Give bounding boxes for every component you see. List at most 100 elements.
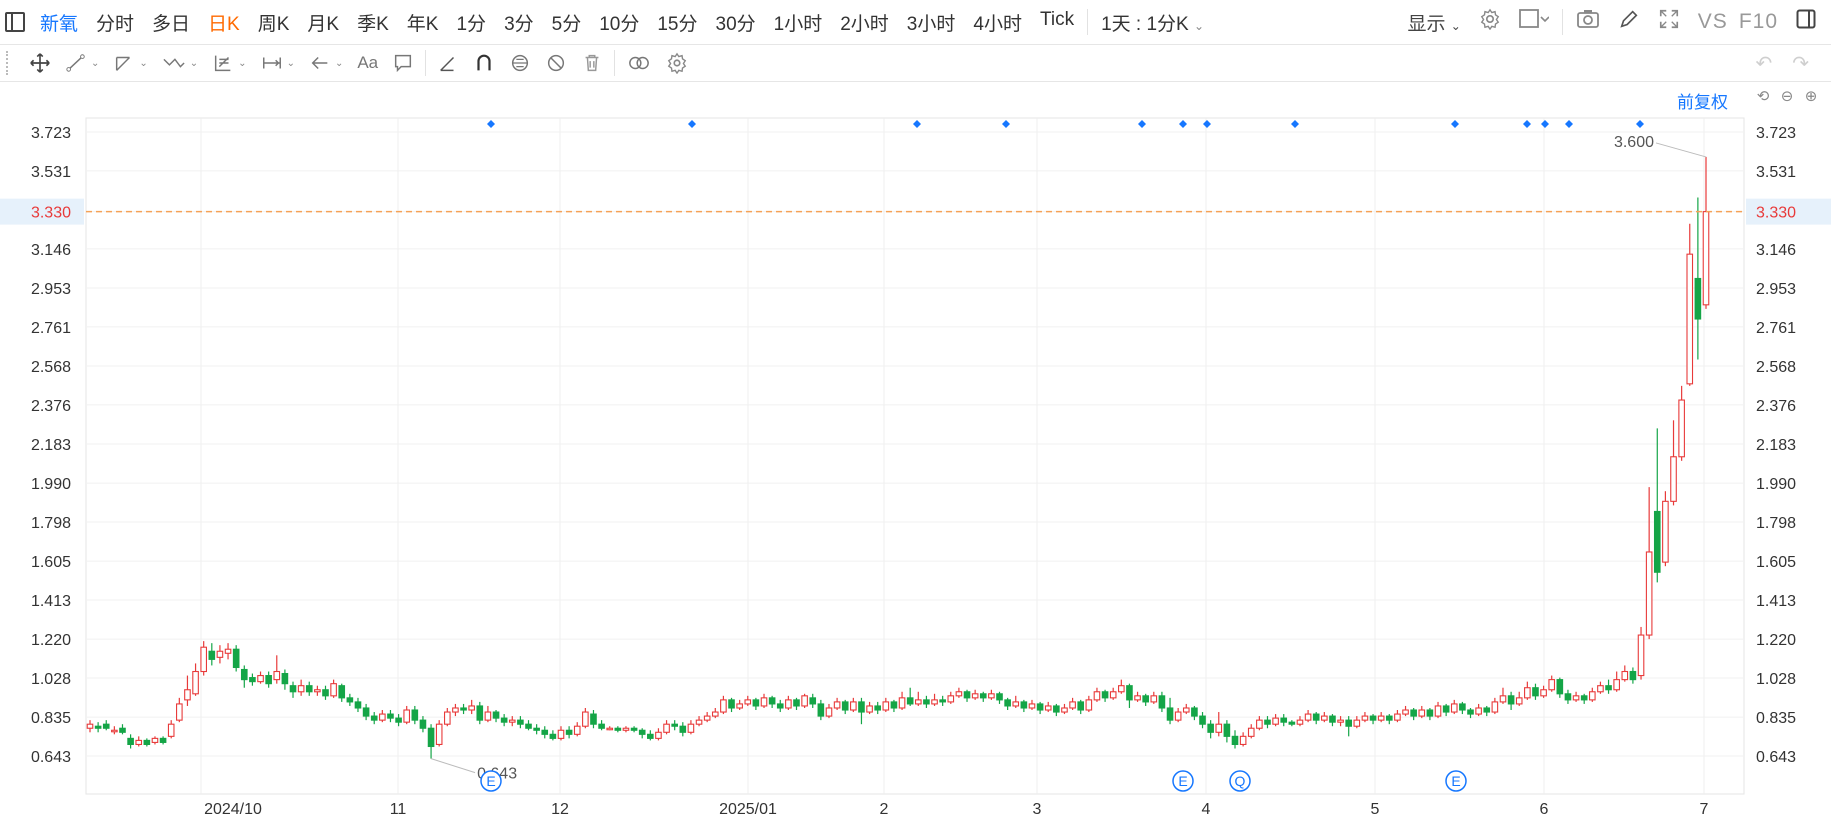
- layout-icon[interactable]: [1518, 8, 1550, 36]
- candle: [695, 716, 703, 727]
- candle-body: [1605, 685, 1612, 691]
- candle-body: [411, 709, 419, 721]
- candle-body: [362, 707, 370, 717]
- hide-drawings-icon[interactable]: [545, 52, 567, 74]
- pencil-icon[interactable]: [1618, 8, 1640, 36]
- period-tab[interactable]: 10分: [599, 13, 640, 35]
- candle-body: [370, 715, 378, 721]
- candle-body: [850, 701, 857, 711]
- candle-body: [1653, 510, 1661, 573]
- period-tab[interactable]: 5分: [551, 13, 582, 35]
- candle-body: [1580, 695, 1588, 701]
- period-tab[interactable]: 15分: [657, 13, 698, 35]
- period-tab[interactable]: 分时: [96, 13, 135, 35]
- period-tab[interactable]: Tick: [1039, 8, 1075, 30]
- interval-selector[interactable]: 1天 : 1分K ⌄: [1101, 13, 1205, 35]
- candle-body: [102, 723, 110, 729]
- candle: [1028, 699, 1036, 711]
- period-tab[interactable]: 月K: [307, 13, 340, 35]
- period-tab[interactable]: 周K: [257, 13, 290, 35]
- candle-body: [1507, 695, 1515, 705]
- camera-icon[interactable]: [1576, 8, 1600, 36]
- candle-body: [1402, 709, 1409, 715]
- event-diamond-marker: [487, 120, 495, 128]
- candle-body: [606, 727, 614, 731]
- vs-compare-button[interactable]: VS: [1697, 10, 1728, 33]
- event-diamond-marker: [1523, 120, 1531, 128]
- candle: [1385, 714, 1393, 725]
- f10-button[interactable]: F10: [1738, 10, 1778, 33]
- zoom-in-icon[interactable]: ⊕: [1804, 88, 1818, 105]
- candle: [1150, 691, 1158, 704]
- candlestick-chart[interactable]: 3.723 3.531 3.330 3.146 2.953 2.761 2.568 2.376…: [0, 82, 1831, 828]
- period-tab[interactable]: 2小时: [840, 13, 889, 35]
- candle: [1442, 703, 1450, 717]
- period-tab[interactable]: 日K: [208, 13, 240, 35]
- candle: [1239, 732, 1247, 747]
- candle: [1191, 705, 1198, 721]
- settings-icon[interactable]: [666, 52, 688, 74]
- trend-line-icon[interactable]: ⌄: [65, 52, 99, 74]
- candle: [687, 720, 695, 735]
- period-tab[interactable]: 多日: [152, 13, 191, 35]
- fullscreen-icon[interactable]: [1658, 8, 1680, 36]
- reset-icon[interactable]: ⟲: [1756, 88, 1770, 105]
- stock-name[interactable]: 新氧: [40, 13, 79, 35]
- compare-icon[interactable]: [626, 52, 652, 74]
- candle: [1572, 691, 1580, 702]
- candle-body: [1223, 723, 1231, 737]
- delete-icon[interactable]: [581, 52, 603, 74]
- event-marker: E: [1172, 770, 1194, 792]
- price-tick-label: 1.990: [31, 476, 71, 493]
- lock-drawings-icon[interactable]: [509, 52, 531, 74]
- time-tick-label: 3: [1033, 801, 1042, 818]
- period-tab[interactable]: 3小时: [906, 13, 956, 35]
- zoom-out-icon[interactable]: ⊖: [1780, 88, 1794, 105]
- undo-icon[interactable]: ↶: [1755, 52, 1773, 75]
- adjust-mode-selector[interactable]: 前复权: [1677, 93, 1728, 112]
- time-axis: 2024/10 11 12 2025/01 2 3 4 5 6 7: [204, 801, 1708, 818]
- candle: [565, 726, 573, 739]
- sidebar-toggle-icon[interactable]: [5, 12, 25, 32]
- toolbar-grip[interactable]: [6, 51, 12, 75]
- candle-body: [387, 713, 394, 719]
- candle-body: [801, 695, 808, 707]
- price-tick-label: 1.028: [31, 671, 71, 688]
- ruler-icon[interactable]: [437, 52, 459, 74]
- text-icon[interactable]: Aa: [357, 53, 379, 72]
- period-tab[interactable]: 30分: [715, 13, 756, 35]
- period-tab[interactable]: 4小时: [973, 13, 1022, 35]
- candle: [314, 685, 321, 696]
- range-icon[interactable]: ⌄: [261, 52, 295, 74]
- arrow-left-icon[interactable]: ⌄: [309, 52, 343, 74]
- panel-toggle-icon[interactable]: [1796, 9, 1816, 35]
- event-marker-circle: [1445, 770, 1467, 792]
- note-icon[interactable]: [392, 52, 414, 74]
- time-tick-label: 2025/01: [719, 801, 777, 818]
- price-tick-label: 2.376: [31, 398, 71, 415]
- candle-body: [1321, 715, 1328, 721]
- candle: [825, 703, 833, 719]
- candle: [1174, 707, 1182, 723]
- move-icon[interactable]: [29, 52, 51, 74]
- channel-icon[interactable]: ⌄: [113, 52, 148, 74]
- period-tab[interactable]: 1分: [456, 13, 487, 35]
- candle-body: [143, 739, 151, 746]
- candle-body: [663, 723, 670, 733]
- gear-icon[interactable]: [1479, 8, 1501, 36]
- fib-icon[interactable]: ⌄: [212, 52, 247, 74]
- candle: [752, 697, 760, 711]
- display-dropdown[interactable]: 显示 ⌄: [1407, 13, 1461, 35]
- period-tab[interactable]: 季K: [357, 13, 389, 35]
- period-tab[interactable]: 3分: [504, 13, 534, 35]
- candle-body: [744, 699, 752, 705]
- wave-icon[interactable]: ⌄: [162, 52, 198, 74]
- candle: [1085, 695, 1093, 713]
- period-tab[interactable]: 1小时: [773, 13, 823, 35]
- candle: [184, 675, 191, 706]
- candle-body: [955, 691, 963, 697]
- candles: [86, 156, 1710, 759]
- period-tab[interactable]: 年K: [406, 13, 439, 35]
- redo-icon[interactable]: ↷: [1792, 52, 1809, 75]
- magnet-icon[interactable]: [473, 52, 495, 74]
